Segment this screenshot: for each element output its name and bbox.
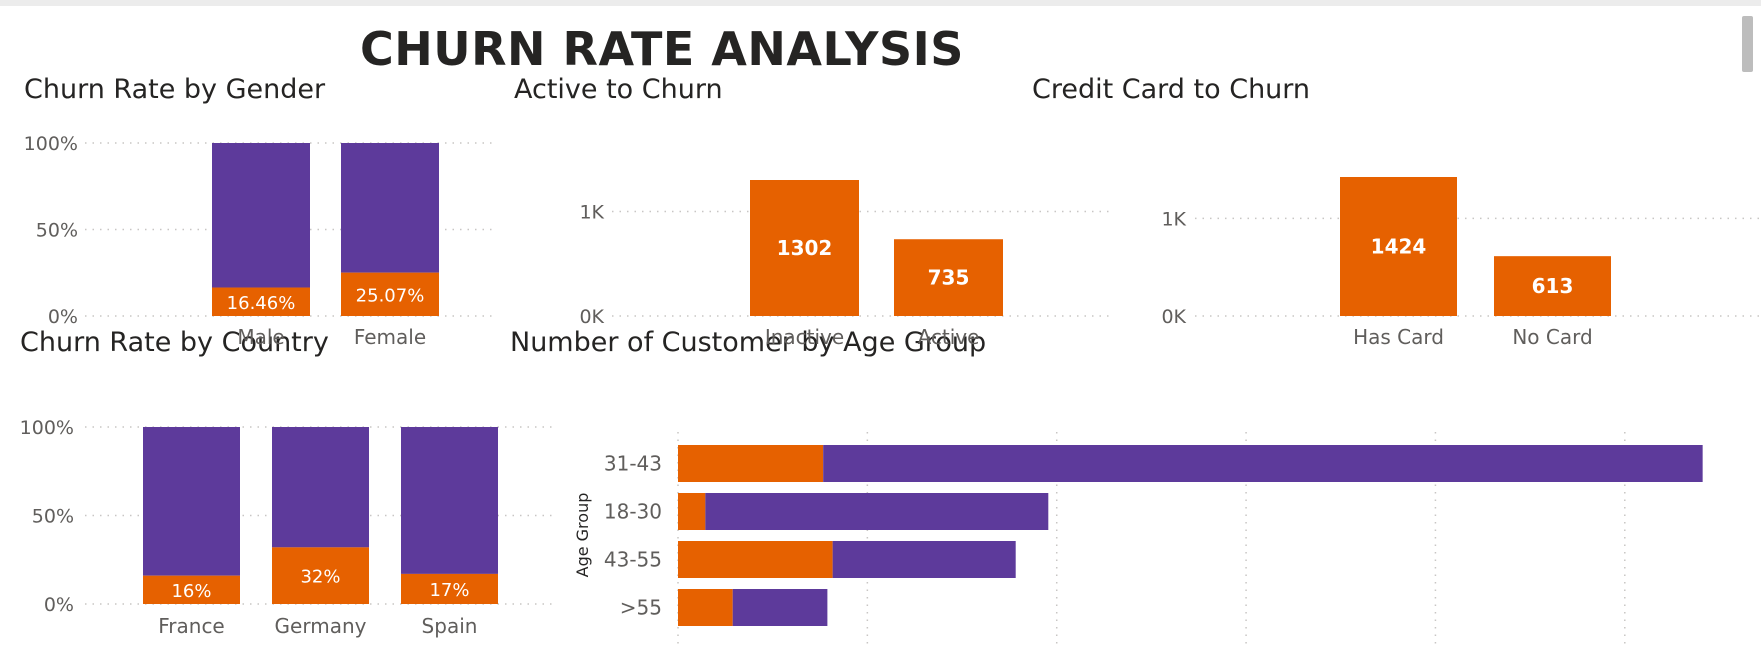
- country-category-label: France: [158, 614, 225, 638]
- age-bar-retained: [705, 493, 1049, 530]
- country-bar-retained-france: [143, 427, 240, 576]
- country-bar-retained-spain: [401, 427, 498, 574]
- country-y-tick: 100%: [20, 417, 74, 439]
- country-data-label: 16%: [171, 581, 211, 602]
- country-category-label: Spain: [422, 614, 478, 638]
- card-bar-no-card: [1494, 256, 1611, 316]
- card-category-label: Has Card: [1353, 325, 1444, 349]
- country-y-tick: 0%: [44, 594, 74, 616]
- active-y-tick: 0K: [579, 306, 604, 328]
- chart-title-active: Active to Churn: [514, 74, 723, 105]
- country-y-tick: 50%: [32, 506, 74, 528]
- active-category-label: Active: [918, 325, 980, 349]
- age-category-label: 31-43: [604, 452, 662, 476]
- chart-title-gender: Churn Rate by Gender: [24, 74, 326, 105]
- chart-title-age: Number of Customer by Age Group: [510, 327, 987, 358]
- card-data-label: 613: [1532, 274, 1574, 298]
- scrollbar-thumb[interactable]: [1742, 16, 1753, 72]
- card-y-tick: 1K: [1161, 208, 1186, 230]
- country-bar-churn-germany: [272, 547, 369, 604]
- gender-y-tick: 50%: [36, 220, 78, 242]
- gender-y-tick: 100%: [24, 133, 78, 155]
- country-category-label: Germany: [275, 614, 367, 638]
- age-bar-churn: [678, 445, 824, 482]
- card-data-label: 1424: [1371, 235, 1427, 259]
- card-bar-has-card: [1340, 177, 1457, 316]
- active-bar-active: [894, 239, 1003, 316]
- gender-category-label: Female: [354, 325, 426, 349]
- chart-title-card: Credit Card to Churn: [1032, 74, 1311, 105]
- age-bar-churn: [678, 541, 833, 578]
- age-bar-churn: [678, 493, 706, 530]
- gender-category-label: Male: [237, 325, 284, 349]
- age-bar-churn: [678, 589, 733, 626]
- country-bar-churn-spain: [401, 573, 498, 604]
- page-title: CHURN RATE ANALYSIS: [360, 22, 964, 76]
- gender-bar-retained-male: [212, 143, 310, 288]
- age-bar-retained: [832, 541, 1016, 578]
- active-data-label: 1302: [777, 236, 833, 260]
- active-data-label: 735: [928, 266, 970, 290]
- active-category-label: Inactive: [765, 325, 844, 349]
- gender-bar-retained-female: [341, 143, 439, 273]
- gender-data-label: 16.46%: [227, 293, 296, 314]
- age-category-label: 18-30: [604, 500, 662, 524]
- country-data-label: 32%: [300, 567, 340, 588]
- age-bar-retained: [732, 589, 828, 626]
- card-category-label: No Card: [1512, 325, 1592, 349]
- age-axis-title: Age Group: [573, 493, 592, 578]
- card-y-tick: 0K: [1161, 306, 1186, 328]
- gender-bar-churn-female: [341, 272, 439, 316]
- age-category-label: 43-55: [604, 548, 662, 572]
- age-category-label: >55: [620, 596, 662, 620]
- age-bar-retained: [823, 445, 1703, 482]
- active-y-tick: 1K: [579, 202, 604, 224]
- gender-data-label: 25.07%: [356, 285, 425, 306]
- top-bar: [0, 0, 1761, 6]
- country-bar-retained-germany: [272, 427, 369, 548]
- active-bar-inactive: [750, 180, 859, 316]
- chart-title-country: Churn Rate by Country: [20, 327, 329, 358]
- gender-y-tick: 0%: [48, 306, 78, 328]
- country-data-label: 17%: [429, 580, 469, 601]
- country-bar-churn-france: [143, 575, 240, 604]
- gender-bar-churn-male: [212, 287, 310, 316]
